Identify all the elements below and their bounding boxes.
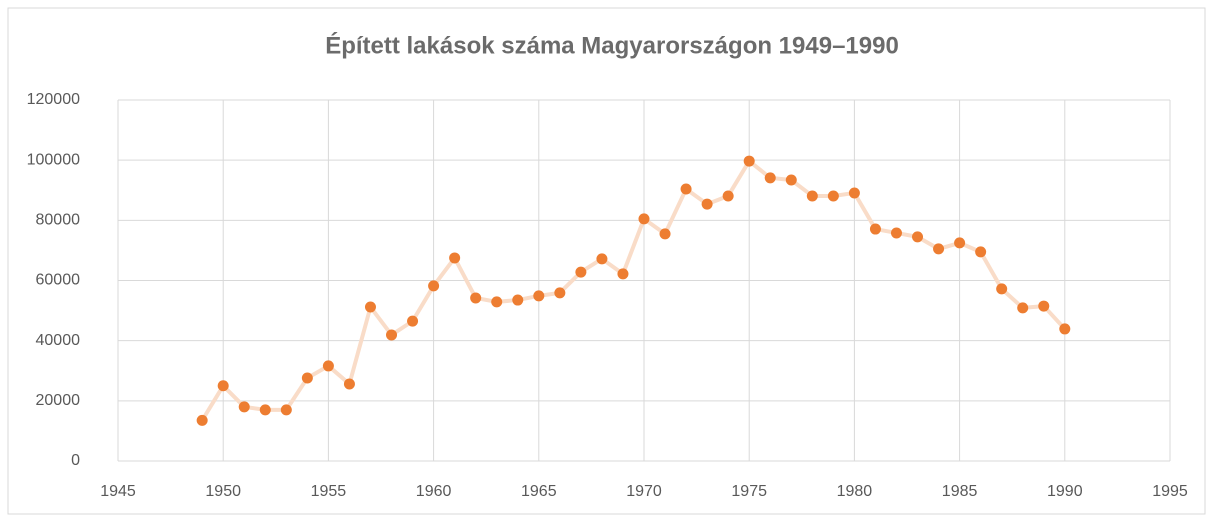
- data-point: [933, 243, 945, 255]
- y-tick-label: 100000: [27, 151, 80, 168]
- y-tick-label: 0: [71, 452, 80, 469]
- data-point: [912, 231, 924, 243]
- data-point: [491, 296, 503, 308]
- data-point: [512, 294, 524, 306]
- data-point: [364, 301, 376, 313]
- data-point: [449, 252, 461, 264]
- y-tick-label: 120000: [27, 91, 80, 108]
- data-point: [259, 404, 271, 416]
- x-tick-label: 1960: [416, 483, 452, 500]
- data-point: [890, 227, 902, 239]
- data-point: [827, 190, 839, 202]
- data-point: [659, 228, 671, 240]
- data-point: [343, 378, 355, 390]
- data-point: [1017, 302, 1029, 314]
- data-point: [196, 414, 208, 426]
- data-point: [638, 213, 650, 225]
- data-point: [428, 280, 440, 292]
- x-tick-label: 1985: [942, 483, 978, 500]
- data-point: [238, 401, 250, 413]
- data-point: [785, 174, 797, 186]
- data-point: [996, 283, 1008, 295]
- data-point: [764, 172, 776, 184]
- data-point: [533, 290, 545, 302]
- data-point: [386, 329, 398, 341]
- data-point: [743, 155, 755, 167]
- data-point: [1059, 323, 1071, 335]
- y-tick-label: 80000: [36, 212, 81, 229]
- y-tick-label: 40000: [36, 332, 81, 349]
- x-tick-label: 1945: [100, 483, 136, 500]
- data-point: [217, 380, 229, 392]
- data-point: [280, 404, 292, 416]
- data-point: [680, 183, 692, 195]
- data-point: [954, 237, 966, 249]
- data-point: [617, 268, 629, 280]
- x-tick-label: 1965: [521, 483, 557, 500]
- data-point: [701, 198, 713, 210]
- data-point: [407, 315, 419, 327]
- y-tick-label: 60000: [36, 272, 81, 289]
- x-tick-label: 1980: [837, 483, 873, 500]
- data-point: [554, 287, 566, 299]
- y-tick-label: 20000: [36, 392, 81, 409]
- data-point: [806, 190, 818, 202]
- data-point: [596, 253, 608, 265]
- data-point: [722, 190, 734, 202]
- x-tick-label: 1990: [1047, 483, 1083, 500]
- data-point: [1038, 300, 1050, 312]
- x-tick-label: 1950: [205, 483, 241, 500]
- x-tick-label: 1995: [1152, 483, 1188, 500]
- data-point: [575, 266, 587, 278]
- data-point: [470, 292, 482, 304]
- data-point: [322, 360, 334, 372]
- data-point: [869, 223, 881, 235]
- data-point: [975, 246, 987, 258]
- x-tick-label: 1975: [731, 483, 767, 500]
- chart-title: Épített lakások száma Magyarországon 194…: [325, 31, 899, 59]
- data-point: [301, 372, 313, 384]
- x-tick-label: 1970: [626, 483, 662, 500]
- x-tick-label: 1955: [311, 483, 347, 500]
- data-point: [848, 187, 860, 199]
